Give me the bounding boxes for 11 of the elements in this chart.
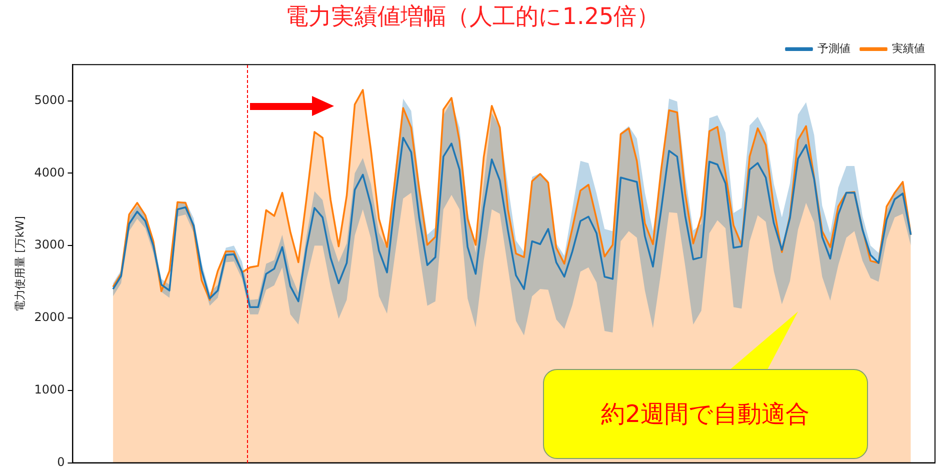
y-tick-label: 5000 — [34, 92, 65, 107]
y-tick-label: 4000 — [34, 165, 65, 180]
annotation: 約2週間で自動適合 — [542, 369, 868, 459]
legend-label: 実績値 — [892, 42, 925, 55]
y-tick-label: 1000 — [34, 382, 65, 397]
y-axis-title: 電力使用量 [万kW] — [13, 216, 26, 312]
legend-label: 予測値 — [818, 42, 850, 55]
y-tick-label: 0 — [57, 454, 65, 469]
y-tick-label: 3000 — [34, 238, 65, 252]
chart-title: 電力実績値増幅（人工的に1.25倍） — [285, 4, 660, 30]
y-tick-label: 2000 — [34, 310, 65, 324]
